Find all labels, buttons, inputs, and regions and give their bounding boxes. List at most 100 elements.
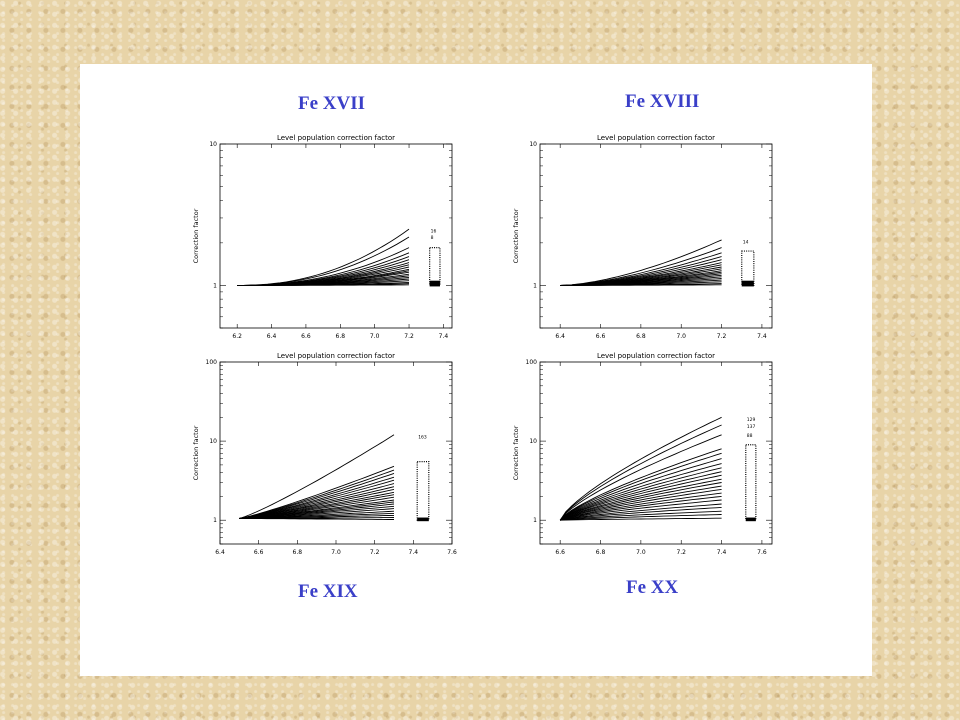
y-tick-label: 1 xyxy=(533,282,537,289)
x-tick-label: 6.2 xyxy=(232,333,242,340)
series-line xyxy=(559,452,722,521)
y-tick-label: 100 xyxy=(526,359,538,366)
x-tick-label: 7.2 xyxy=(676,549,686,556)
y-axis-label: Correction factor xyxy=(192,208,200,263)
series-line xyxy=(559,463,722,521)
x-tick-label: 6.6 xyxy=(254,549,264,556)
series-line xyxy=(559,474,722,521)
series-line xyxy=(559,434,722,521)
y-axis-label: Correction factor xyxy=(192,425,200,480)
series-line xyxy=(559,448,722,521)
y-tick-label: 1 xyxy=(533,517,537,524)
series-line xyxy=(560,517,722,521)
y-axis-label: Correction factor xyxy=(512,425,520,480)
end-label: 8 xyxy=(431,235,434,241)
level-label-column-base xyxy=(417,517,429,522)
series-line xyxy=(237,284,410,286)
x-tick-label: 7.0 xyxy=(370,333,380,340)
x-tick-label: 6.8 xyxy=(293,549,303,556)
series-line xyxy=(239,518,394,520)
chart-fe-xix: Level population correction factor Correc… xyxy=(192,352,457,556)
x-tick-label: 6.4 xyxy=(215,549,225,556)
y-tick-label: 10 xyxy=(529,141,537,148)
series-line xyxy=(560,506,722,521)
y-tick-label: 1 xyxy=(213,517,217,524)
x-tick-label: 7.6 xyxy=(447,549,457,556)
chart-title: Level population correction factor xyxy=(597,352,715,360)
x-tick-label: 7.4 xyxy=(757,333,767,340)
end-label: 14 xyxy=(743,239,749,245)
end-label: 16 xyxy=(431,228,437,234)
x-tick-label: 6.4 xyxy=(555,333,565,340)
series-line xyxy=(559,471,722,521)
level-label-column-base xyxy=(745,517,756,522)
y-tick-label: 10 xyxy=(209,438,217,445)
series-line xyxy=(559,424,722,521)
end-label: 88 xyxy=(747,433,753,439)
series-line xyxy=(559,467,722,521)
panel-title-fe-xviii: Fe XVIII xyxy=(625,91,700,112)
x-tick-label: 6.6 xyxy=(596,333,606,340)
x-tick-label: 7.2 xyxy=(370,549,380,556)
x-tick-label: 7.6 xyxy=(757,549,767,556)
level-label-column xyxy=(741,250,755,287)
level-label-column xyxy=(745,444,757,521)
series-line xyxy=(560,499,722,521)
series-line xyxy=(560,503,722,521)
series-line xyxy=(559,458,722,521)
series-line xyxy=(560,284,722,286)
series-line xyxy=(559,416,722,521)
x-tick-label: 7.4 xyxy=(409,549,419,556)
end-label: 163 xyxy=(418,434,427,440)
x-tick-label: 7.4 xyxy=(717,549,727,556)
x-tick-label: 7.0 xyxy=(636,549,646,556)
panel-title-fe-xx: Fe XX xyxy=(626,577,679,598)
y-axis-label: Correction factor xyxy=(512,208,520,263)
x-tick-label: 7.0 xyxy=(331,549,341,556)
end-label: 137 xyxy=(747,424,756,430)
series-line xyxy=(239,434,395,519)
panel-title-fe-xvii: Fe XVII xyxy=(298,93,366,114)
series-line xyxy=(239,479,395,519)
series-line xyxy=(560,510,722,521)
series-line xyxy=(559,478,722,521)
level-label-column-base xyxy=(429,280,440,287)
y-tick-label: 100 xyxy=(206,359,218,366)
slide: Fe XVII Fe XVIII Fe XIX Fe XX Level popu… xyxy=(80,64,872,676)
series-line xyxy=(239,472,395,519)
x-tick-label: 6.6 xyxy=(301,333,311,340)
x-tick-label: 6.6 xyxy=(555,549,565,556)
chart-fe-xviii: Level population correction factor Correc… xyxy=(512,134,773,340)
series-line xyxy=(560,492,722,521)
chart-fe-xvii: Level population correction factor Correc… xyxy=(192,134,453,340)
series-line xyxy=(239,469,395,519)
level-label-column-base xyxy=(741,280,754,287)
chart-title: Level population correction factor xyxy=(277,352,395,360)
x-tick-label: 6.8 xyxy=(336,333,346,340)
chart-fe-xx: Level population correction factor Correc… xyxy=(512,352,773,556)
plot-frame xyxy=(219,143,453,329)
x-tick-label: 6.8 xyxy=(636,333,646,340)
panel-title-fe-xix: Fe XIX xyxy=(298,581,358,602)
level-label-column xyxy=(416,461,430,521)
y-tick-label: 10 xyxy=(529,438,537,445)
series-line xyxy=(559,482,722,521)
series-line xyxy=(560,514,722,521)
series-line xyxy=(560,488,722,521)
series-line xyxy=(239,465,395,519)
plot-frame xyxy=(539,361,773,545)
y-tick-label: 10 xyxy=(209,141,217,148)
end-label: 129 xyxy=(747,417,756,423)
x-tick-label: 7.2 xyxy=(717,333,727,340)
x-tick-label: 6.4 xyxy=(267,333,277,340)
level-label-column xyxy=(429,247,441,287)
x-tick-label: 7.4 xyxy=(439,333,449,340)
x-tick-label: 7.0 xyxy=(676,333,686,340)
x-tick-label: 6.8 xyxy=(596,549,606,556)
series-line xyxy=(560,495,722,521)
chart-title: Level population correction factor xyxy=(277,134,395,142)
y-tick-label: 1 xyxy=(213,282,217,289)
x-tick-label: 7.2 xyxy=(404,333,414,340)
plot-frame xyxy=(539,143,773,329)
series-line xyxy=(560,485,722,521)
